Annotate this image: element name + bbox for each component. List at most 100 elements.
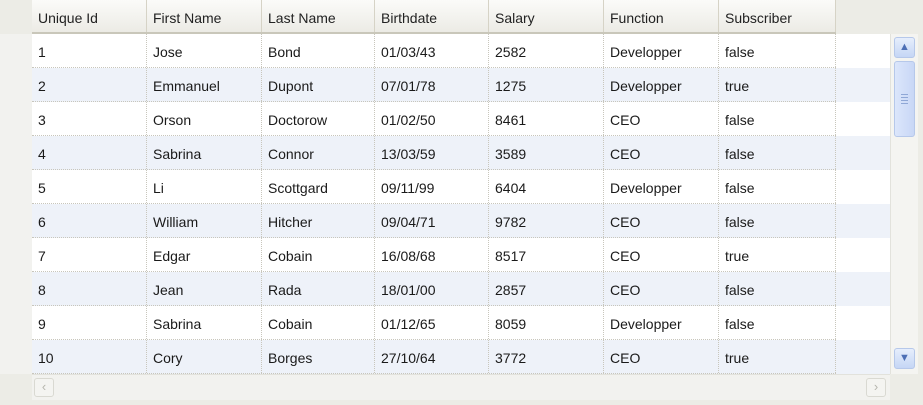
cell-last-name[interactable]: Rada bbox=[262, 272, 375, 305]
cell-unique-id[interactable]: 3 bbox=[32, 102, 147, 135]
cell-salary[interactable]: 6404 bbox=[489, 170, 604, 203]
cell-subscriber[interactable]: false bbox=[719, 34, 836, 67]
cell-function[interactable]: Developper bbox=[604, 68, 719, 101]
row-filler bbox=[836, 170, 890, 204]
column-header-subscriber[interactable]: Subscriber bbox=[719, 0, 836, 32]
horizontal-scrollbar[interactable]: ‹ › bbox=[32, 374, 890, 400]
cell-subscriber[interactable]: false bbox=[719, 102, 836, 135]
cell-first-name[interactable]: Cory bbox=[147, 340, 262, 373]
cell-birthdate[interactable]: 13/03/59 bbox=[375, 136, 489, 169]
column-header-salary[interactable]: Salary bbox=[489, 0, 604, 32]
cell-last-name[interactable]: Cobain bbox=[262, 306, 375, 339]
cell-birthdate[interactable]: 09/04/71 bbox=[375, 204, 489, 237]
cell-first-name[interactable]: Jose bbox=[147, 34, 262, 67]
cell-first-name[interactable]: Orson bbox=[147, 102, 262, 135]
cell-salary[interactable]: 3589 bbox=[489, 136, 604, 169]
table-row[interactable]: 2 Emmanuel Dupont 07/01/78 1275 Developper tru… bbox=[32, 68, 836, 102]
cell-function[interactable]: CEO bbox=[604, 102, 719, 135]
cell-subscriber[interactable]: false bbox=[719, 204, 836, 237]
cell-unique-id[interactable]: 1 bbox=[32, 34, 147, 67]
cell-subscriber[interactable]: false bbox=[719, 170, 836, 203]
vertical-scroll-thumb[interactable] bbox=[894, 61, 915, 137]
row-filler bbox=[836, 204, 890, 238]
cell-birthdate[interactable]: 01/12/65 bbox=[375, 306, 489, 339]
row-filler bbox=[836, 136, 890, 170]
cell-subscriber[interactable]: false bbox=[719, 272, 836, 305]
cell-unique-id[interactable]: 7 bbox=[32, 238, 147, 271]
cell-function[interactable]: Developper bbox=[604, 306, 719, 339]
table-row[interactable]: 7 Edgar Cobain 16/08/68 8517 CEO true bbox=[32, 238, 836, 272]
cell-subscriber[interactable]: true bbox=[719, 340, 836, 373]
cell-function[interactable]: Developper bbox=[604, 170, 719, 203]
cell-first-name[interactable]: Emmanuel bbox=[147, 68, 262, 101]
scroll-down-button[interactable]: ▼ bbox=[894, 348, 915, 369]
cell-subscriber[interactable]: true bbox=[719, 238, 836, 271]
column-header-last-name[interactable]: Last Name bbox=[262, 0, 375, 32]
cell-birthdate[interactable]: 09/11/99 bbox=[375, 170, 489, 203]
cell-last-name[interactable]: Dupont bbox=[262, 68, 375, 101]
cell-salary[interactable]: 2582 bbox=[489, 34, 604, 67]
cell-first-name[interactable]: William bbox=[147, 204, 262, 237]
table-row[interactable]: 1 Jose Bond 01/03/43 2582 Developper false bbox=[32, 34, 836, 68]
table-body[interactable]: 1 Jose Bond 01/03/43 2582 Developper false 2 Emm… bbox=[32, 34, 836, 374]
cell-last-name[interactable]: Borges bbox=[262, 340, 375, 373]
cell-unique-id[interactable]: 10 bbox=[32, 340, 147, 373]
table-row[interactable]: 5 Li Scottgard 09/11/99 6404 Developper false bbox=[32, 170, 836, 204]
cell-first-name[interactable]: Li bbox=[147, 170, 262, 203]
scroll-right-button[interactable]: › bbox=[866, 378, 886, 397]
cell-salary[interactable]: 1275 bbox=[489, 68, 604, 101]
cell-subscriber[interactable]: true bbox=[719, 68, 836, 101]
cell-function[interactable]: CEO bbox=[604, 204, 719, 237]
cell-salary[interactable]: 9782 bbox=[489, 204, 604, 237]
row-filler bbox=[836, 238, 890, 272]
cell-birthdate[interactable]: 18/01/00 bbox=[375, 272, 489, 305]
cell-first-name[interactable]: Sabrina bbox=[147, 136, 262, 169]
left-gutter bbox=[0, 34, 32, 374]
cell-birthdate[interactable]: 01/03/43 bbox=[375, 34, 489, 67]
cell-first-name[interactable]: Sabrina bbox=[147, 306, 262, 339]
cell-salary[interactable]: 2857 bbox=[489, 272, 604, 305]
cell-last-name[interactable]: Connor bbox=[262, 136, 375, 169]
cell-unique-id[interactable]: 8 bbox=[32, 272, 147, 305]
cell-unique-id[interactable]: 4 bbox=[32, 136, 147, 169]
cell-unique-id[interactable]: 6 bbox=[32, 204, 147, 237]
table-row[interactable]: 3 Orson Doctorow 01/02/50 8461 CEO false bbox=[32, 102, 836, 136]
cell-first-name[interactable]: Edgar bbox=[147, 238, 262, 271]
cell-last-name[interactable]: Scottgard bbox=[262, 170, 375, 203]
column-header-first-name[interactable]: First Name bbox=[147, 0, 262, 32]
cell-last-name[interactable]: Doctorow bbox=[262, 102, 375, 135]
cell-salary[interactable]: 8517 bbox=[489, 238, 604, 271]
cell-unique-id[interactable]: 2 bbox=[32, 68, 147, 101]
cell-birthdate[interactable]: 01/02/50 bbox=[375, 102, 489, 135]
column-header-birthdate[interactable]: Birthdate bbox=[375, 0, 489, 32]
cell-function[interactable]: CEO bbox=[604, 272, 719, 305]
cell-birthdate[interactable]: 07/01/78 bbox=[375, 68, 489, 101]
cell-function[interactable]: CEO bbox=[604, 136, 719, 169]
scroll-up-button[interactable]: ▲ bbox=[894, 37, 915, 58]
table-row[interactable]: 8 Jean Rada 18/01/00 2857 CEO false bbox=[32, 272, 836, 306]
table-row[interactable]: 4 Sabrina Connor 13/03/59 3589 CEO false bbox=[32, 136, 836, 170]
cell-unique-id[interactable]: 5 bbox=[32, 170, 147, 203]
cell-unique-id[interactable]: 9 bbox=[32, 306, 147, 339]
cell-last-name[interactable]: Hitcher bbox=[262, 204, 375, 237]
cell-last-name[interactable]: Bond bbox=[262, 34, 375, 67]
table-row[interactable]: 6 William Hitcher 09/04/71 9782 CEO false bbox=[32, 204, 836, 238]
cell-birthdate[interactable]: 27/10/64 bbox=[375, 340, 489, 373]
cell-salary[interactable]: 3772 bbox=[489, 340, 604, 373]
table-row[interactable]: 10 Cory Borges 27/10/64 3772 CEO true bbox=[32, 340, 836, 374]
vertical-scrollbar[interactable]: ▲ ▼ bbox=[890, 34, 918, 374]
column-header-unique-id[interactable]: Unique Id bbox=[32, 0, 147, 32]
scroll-left-button[interactable]: ‹ bbox=[34, 378, 54, 397]
cell-salary[interactable]: 8461 bbox=[489, 102, 604, 135]
cell-birthdate[interactable]: 16/08/68 bbox=[375, 238, 489, 271]
cell-first-name[interactable]: Jean bbox=[147, 272, 262, 305]
cell-last-name[interactable]: Cobain bbox=[262, 238, 375, 271]
table-row[interactable]: 9 Sabrina Cobain 01/12/65 8059 Developper fals… bbox=[32, 306, 836, 340]
column-header-function[interactable]: Function bbox=[604, 0, 719, 32]
cell-function[interactable]: Developper bbox=[604, 34, 719, 67]
cell-function[interactable]: CEO bbox=[604, 340, 719, 373]
cell-subscriber[interactable]: false bbox=[719, 306, 836, 339]
cell-salary[interactable]: 8059 bbox=[489, 306, 604, 339]
cell-subscriber[interactable]: false bbox=[719, 136, 836, 169]
cell-function[interactable]: CEO bbox=[604, 238, 719, 271]
